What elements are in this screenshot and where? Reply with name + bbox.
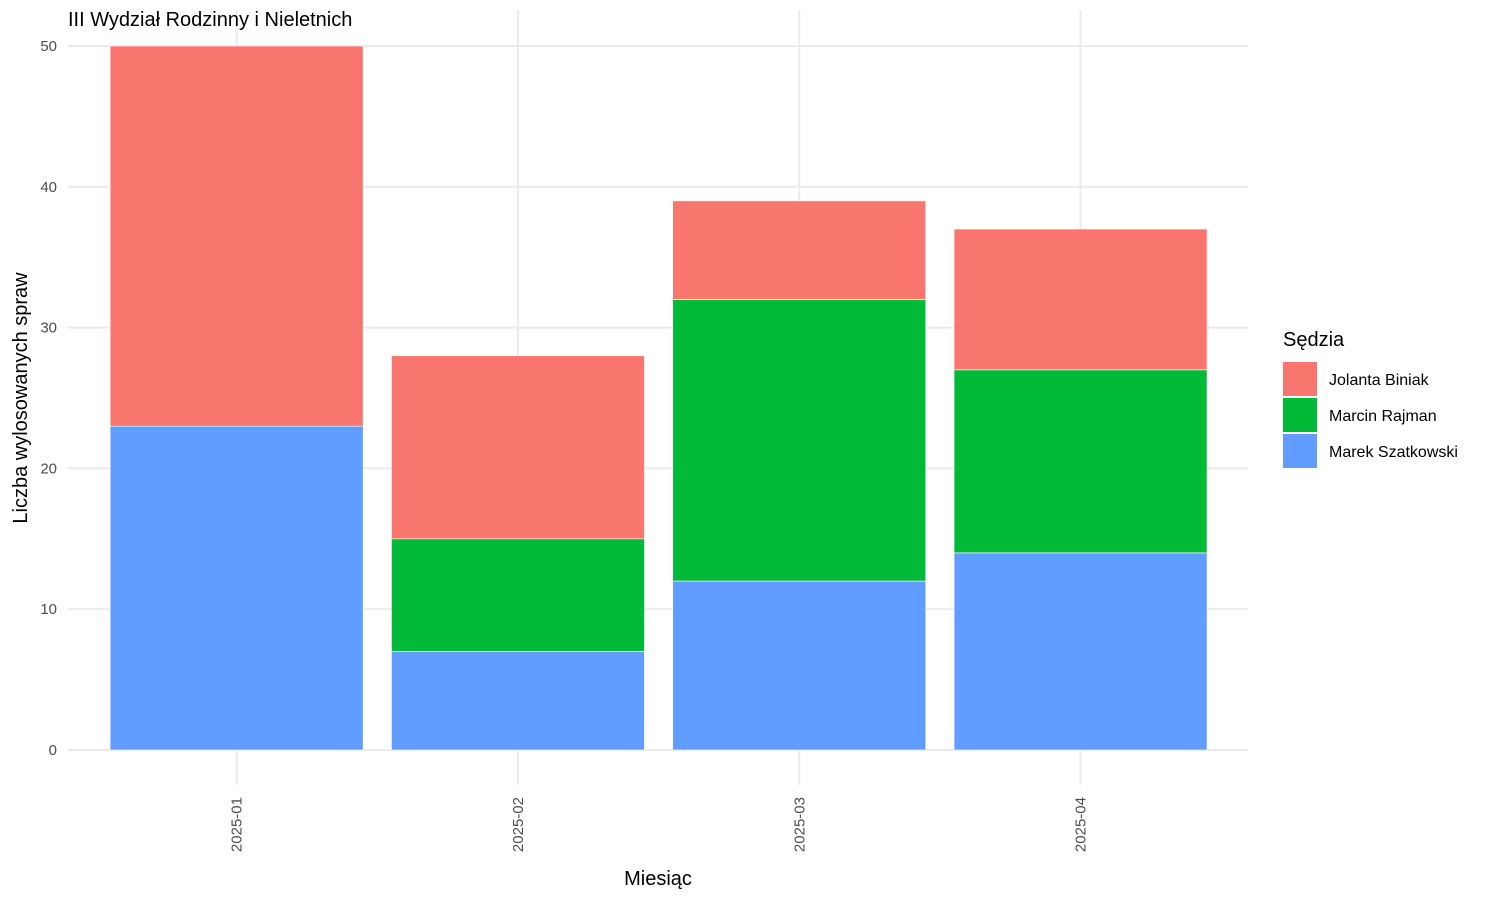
bar-segment [391,355,645,540]
bar-segment [672,200,927,300]
legend-label: Jolanta Biniak [1329,372,1430,389]
legend-label: Marek Szatkowski [1329,444,1458,461]
bar-segment [953,552,1208,751]
chart-title: III Wydział Rodzinny i Nieletnich [68,9,352,31]
legend-swatch [1283,398,1317,432]
legend-label: Marcin Rajman [1329,408,1437,425]
bar-segment [391,651,645,751]
bars-layer [109,45,1208,751]
y-tick-label: 30 [40,320,57,337]
legend-swatch [1283,434,1317,468]
bar-segment [953,228,1208,371]
y-tick-label: 10 [40,601,57,618]
y-tick-labels: 0 10 20 30 40 50 [40,38,57,759]
legend-swatch [1283,362,1317,396]
legend: Sędzia Jolanta Biniak Marcin Rajman Marek … [1283,329,1458,468]
y-tick-label: 40 [40,179,57,196]
x-tick-label: 2025-02 [510,797,527,852]
x-tick-label: 2025-03 [791,797,808,852]
y-axis-title: Liczba wylosowanych spraw [10,272,32,524]
y-tick-label: 50 [40,38,57,55]
bar-segment [953,369,1208,554]
bar-segment [391,538,645,652]
bar-segment [109,45,364,427]
legend-title: Sędzia [1283,329,1345,351]
x-tick-labels: 2025-01 2025-02 2025-03 2025-04 [229,797,1090,852]
y-tick-label: 20 [40,460,57,477]
bar-segment [672,580,927,751]
legend-items: Jolanta Biniak Marcin Rajman Marek Szatkow… [1283,362,1458,468]
bar-segment [672,299,927,582]
y-tick-label: 0 [49,742,57,759]
x-tick-label: 2025-01 [229,797,246,852]
bar-segment [109,425,364,751]
x-axis-title: Miesiąc [624,868,692,890]
x-tick-label: 2025-04 [1073,797,1090,852]
